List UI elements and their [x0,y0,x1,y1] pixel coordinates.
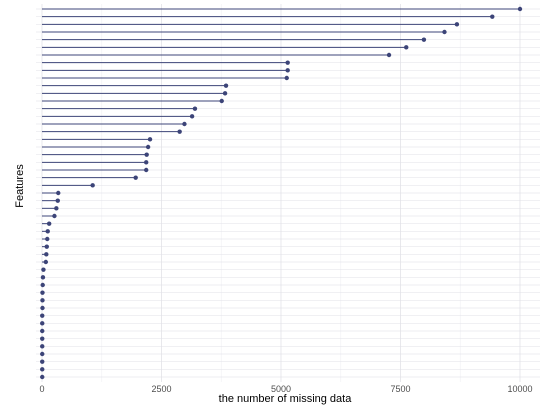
lollipop-point [454,22,460,27]
lollipop-point [284,75,289,81]
lollipop-point [45,236,50,242]
x-tick-label: 2500 [151,384,171,394]
lollipop-point [421,37,427,42]
lollipop-point [285,60,290,65]
lollipop-point [517,6,523,12]
lollipop-point [44,252,49,257]
y-axis-label: Features [14,164,26,208]
lollipop-point [177,129,182,134]
lollipop-point [189,114,195,119]
lollipop-point [40,344,45,349]
x-tick-label: 7500 [390,384,410,394]
lollipop-point [144,160,149,165]
lollipop-point [144,152,149,157]
lollipop-point [192,106,198,111]
lollipop-point [43,259,49,265]
lollipop-point [40,275,46,280]
lollipop-point [44,244,49,249]
lollipop-point [133,175,138,180]
x-tick-label: 0 [39,384,44,394]
lollipop-point [144,167,149,173]
lollipop-point [404,45,409,50]
lollipop-point [147,137,153,142]
x-tick-label: 5000 [271,384,291,394]
lollipop-point [40,328,45,334]
lollipop-point [442,29,447,35]
lollipop-point [90,183,95,188]
lollipop-point [46,221,52,226]
lollipop-point [182,121,187,127]
lollipop-point [40,321,45,326]
lollipop-point [490,14,495,19]
lollipop-point [40,313,45,318]
lollipop-point [52,213,57,219]
x-axis-label: the number of missing data [218,393,352,405]
x-tick-label: 10000 [507,384,532,394]
lollipop-point [40,305,45,311]
lollipop-point [40,298,45,303]
lollipop-point [386,52,392,58]
lollipop-point [40,290,45,295]
lollipop-point [40,367,45,372]
lollipop-point [41,267,46,272]
lollipop-point [40,351,45,357]
lollipop-point [223,83,229,88]
lollipop-point [40,374,45,380]
lollipop-point [285,68,290,73]
lollipop-point [40,282,45,288]
lollipop-point [145,144,151,150]
lollipop-point [219,98,224,104]
lollipop-point [40,359,45,364]
lollipop-point [54,206,59,211]
lollipop-point [222,91,228,96]
lollipop-point [45,229,50,234]
lollipop-point [56,190,61,196]
lollipop-point [40,336,45,341]
lollipop-point [55,198,60,203]
